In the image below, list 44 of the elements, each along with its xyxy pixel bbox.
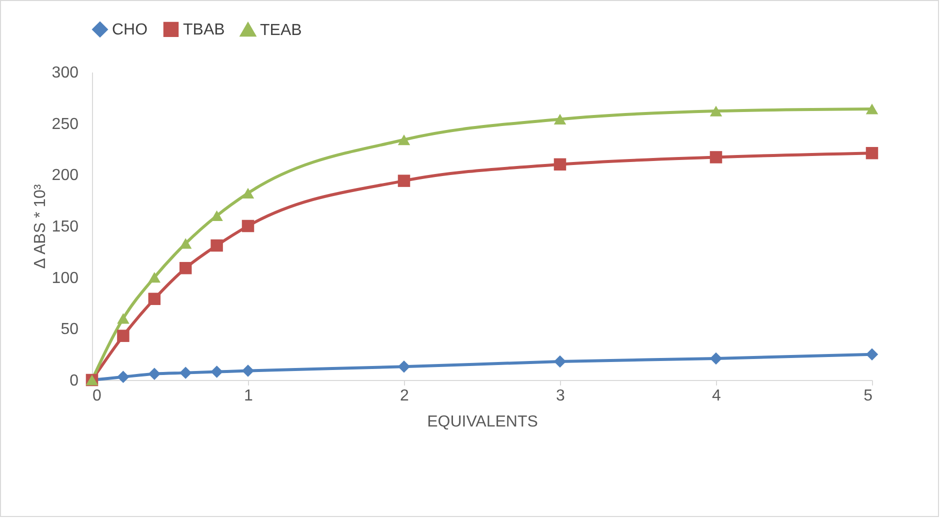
y-tick-label: 0 (70, 372, 79, 390)
point (710, 352, 722, 365)
x-tick-label: 1 (244, 388, 254, 404)
point (398, 174, 410, 187)
y-tick-label: 200 (52, 167, 79, 184)
point (866, 348, 878, 360)
x-tick-label: 0 (92, 388, 102, 404)
point (866, 146, 878, 160)
point (179, 366, 192, 379)
y-axis-title: Δ ABS * 10³ (32, 184, 49, 269)
x-tick-label: 2 (400, 388, 410, 404)
point (398, 360, 410, 373)
point (242, 364, 254, 377)
y-tick-label: 250 (52, 116, 79, 133)
point (554, 114, 566, 125)
y-tick-label: 50 (60, 321, 79, 338)
legend-label: CHO (112, 21, 148, 38)
y-tick-label: 150 (52, 218, 79, 236)
legend-label: TEAB (260, 22, 302, 39)
y-tick-label: 100 (52, 270, 79, 287)
point (179, 262, 192, 274)
point (179, 238, 192, 249)
y-tick-label: 300 (52, 64, 79, 82)
point (117, 313, 130, 324)
point (710, 151, 722, 164)
point (242, 188, 254, 198)
point (866, 104, 878, 114)
point (148, 368, 161, 380)
point (210, 239, 223, 252)
x-tick-label: 4 (712, 388, 722, 404)
point (210, 366, 223, 378)
point (398, 134, 410, 146)
point (117, 370, 130, 384)
point (148, 272, 161, 283)
x-axis-title: EQUIVALENTS (427, 414, 538, 430)
point (554, 158, 566, 171)
point (242, 220, 254, 232)
point (554, 355, 566, 368)
legend-label: TBAB (183, 21, 225, 38)
point (710, 106, 722, 116)
x-tick-label: 5 (864, 388, 873, 404)
point (148, 292, 161, 306)
x-tick-label: 3 (556, 388, 566, 404)
point (117, 330, 130, 342)
